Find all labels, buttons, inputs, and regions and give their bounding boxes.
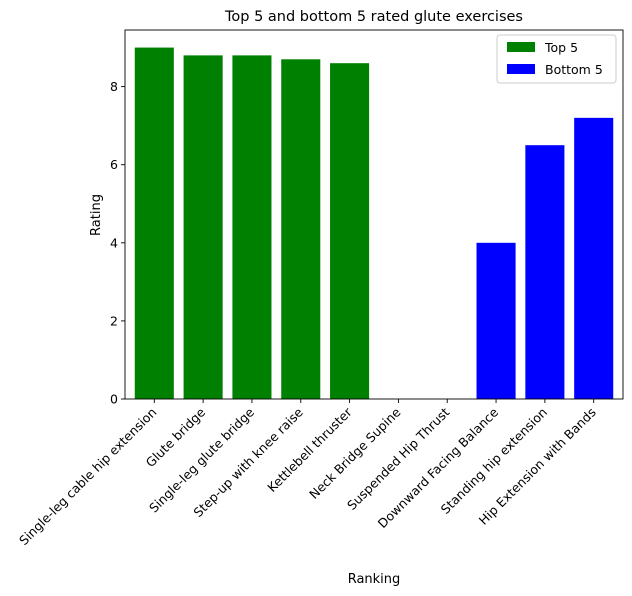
bar-bottom5-9: [574, 117, 614, 399]
legend-swatch-bottom5: [507, 64, 535, 74]
legend-swatch-top5: [507, 42, 535, 52]
bar-top5-0: [134, 47, 174, 399]
bar-top5-2: [232, 55, 272, 399]
y-tick-label: 2: [110, 313, 118, 328]
x-axis-label: Ranking: [348, 572, 401, 587]
legend-label-top5: Top 5: [544, 40, 578, 55]
y-axis-label: Rating: [89, 194, 104, 236]
bar-bottom5-8: [525, 145, 565, 399]
y-tick-label: 6: [110, 157, 118, 172]
legend-label-bottom5: Bottom 5: [545, 62, 603, 77]
legend: Top 5 Bottom 5: [496, 34, 617, 84]
bars-layer: [134, 47, 614, 400]
y-tick-label: 0: [110, 392, 118, 407]
chart-title: Top 5 and bottom 5 rated glute exercises: [224, 9, 523, 25]
bar-bottom5-7: [476, 242, 516, 399]
bar-top5-3: [281, 59, 321, 400]
y-tick-label: 4: [110, 235, 118, 250]
bar-top5-4: [330, 63, 370, 399]
plot-frame: [124, 29, 624, 400]
y-tick-label: 8: [110, 79, 118, 94]
bar-top5-1: [183, 55, 223, 399]
